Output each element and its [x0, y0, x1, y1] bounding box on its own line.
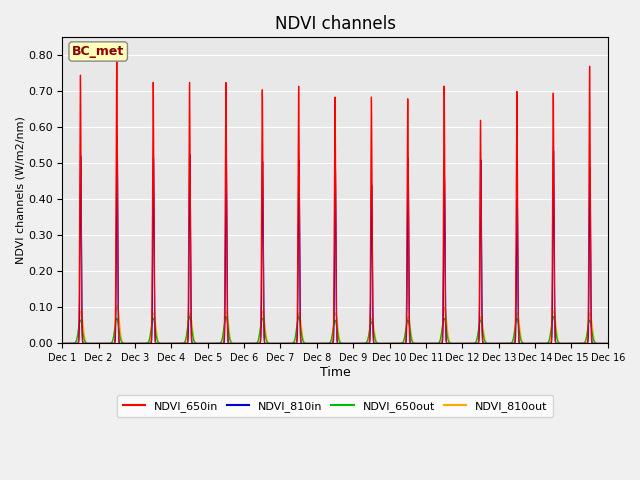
Line: NDVI_650in: NDVI_650in: [62, 55, 608, 344]
Line: NDVI_810out: NDVI_810out: [62, 306, 608, 344]
NDVI_650out: [604, 341, 612, 347]
NDVI_810out: [58, 341, 66, 347]
NDVI_810in: [262, 341, 270, 347]
NDVI_650out: [488, 341, 495, 347]
NDVI_810out: [262, 335, 270, 340]
NDVI_810in: [604, 341, 612, 347]
NDVI_650out: [262, 338, 270, 344]
NDVI_810in: [488, 341, 495, 347]
NDVI_650out: [170, 341, 177, 347]
NDVI_810in: [602, 341, 610, 347]
NDVI_650out: [58, 341, 66, 347]
NDVI_650in: [604, 341, 612, 347]
NDVI_650in: [170, 341, 177, 347]
NDVI_810out: [488, 341, 495, 347]
NDVI_650in: [58, 341, 66, 347]
NDVI_810out: [602, 341, 610, 347]
NDVI_810out: [113, 303, 121, 309]
NDVI_810out: [175, 341, 183, 347]
NDVI_810out: [410, 340, 418, 346]
NDVI_650out: [410, 340, 418, 346]
NDVI_810in: [58, 341, 66, 347]
Text: BC_met: BC_met: [72, 45, 124, 58]
X-axis label: Time: Time: [319, 366, 351, 379]
Legend: NDVI_650in, NDVI_810in, NDVI_650out, NDVI_810out: NDVI_650in, NDVI_810in, NDVI_650out, NDV…: [117, 395, 553, 417]
NDVI_810out: [604, 341, 612, 347]
NDVI_650in: [113, 52, 121, 58]
Y-axis label: NDVI channels (W/m2/nm): NDVI channels (W/m2/nm): [15, 117, 25, 264]
NDVI_810in: [410, 341, 418, 347]
NDVI_810out: [170, 341, 177, 347]
NDVI_650out: [602, 341, 610, 347]
Line: NDVI_810in: NDVI_810in: [62, 136, 608, 344]
NDVI_650out: [175, 341, 183, 347]
NDVI_810in: [170, 341, 177, 347]
Title: NDVI channels: NDVI channels: [275, 15, 396, 33]
Line: NDVI_650out: NDVI_650out: [62, 316, 608, 344]
NDVI_650in: [410, 341, 418, 347]
NDVI_650in: [602, 341, 610, 347]
NDVI_650in: [488, 341, 495, 347]
NDVI_650out: [549, 313, 557, 319]
NDVI_810in: [113, 133, 121, 139]
NDVI_650in: [262, 341, 270, 347]
NDVI_650in: [175, 341, 183, 347]
NDVI_810in: [175, 341, 183, 347]
